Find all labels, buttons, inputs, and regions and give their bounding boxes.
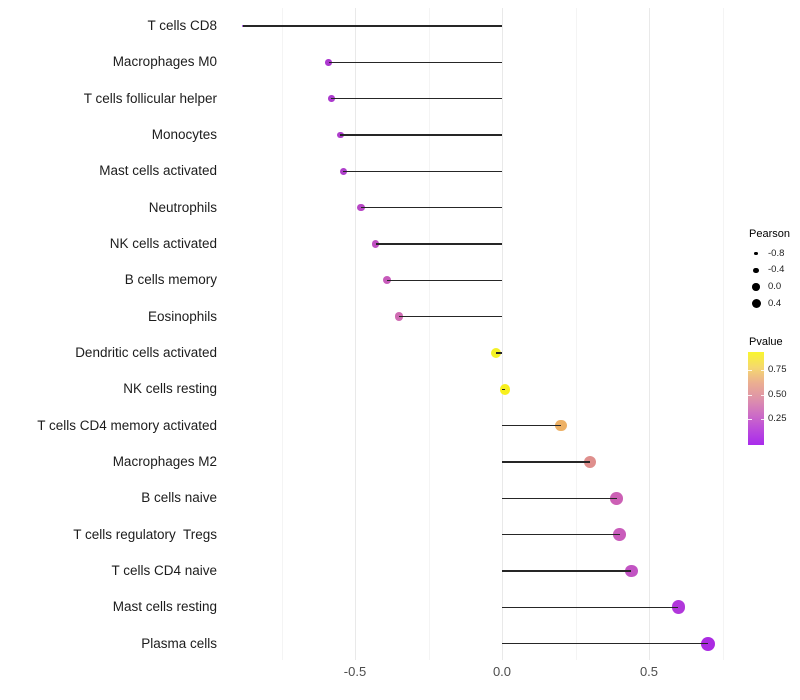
y-axis-label: NK cells resting	[123, 381, 217, 397]
y-axis-label: NK cells activated	[109, 235, 217, 251]
x-axis-tick-label: 0.5	[639, 664, 659, 679]
y-axis-label: Monocytes	[151, 126, 217, 142]
pearson-legend-title: Pearson	[749, 228, 790, 240]
row-segment	[502, 642, 708, 645]
y-axis-label: T cells CD8	[147, 18, 217, 33]
row-dot	[339, 167, 347, 175]
gridline-major	[355, 8, 356, 660]
row-segment	[502, 388, 505, 390]
pearson-legend-dot	[754, 251, 758, 256]
row-segment	[343, 170, 502, 172]
pearson-legend-label: -0.8	[768, 247, 785, 259]
row-segment	[502, 533, 620, 536]
y-axis-label: Macrophages M2	[112, 453, 217, 469]
row-dot	[394, 312, 404, 321]
gridline-minor	[575, 8, 577, 660]
y-axis-label: Eosinophils	[147, 308, 217, 324]
colorbar-tick	[748, 394, 752, 396]
pearson-legend-dot	[751, 299, 761, 309]
row-segment	[399, 315, 502, 318]
pvalue-legend-label: 0.50	[768, 388, 787, 400]
y-axis-label: Mast cells activated	[99, 163, 217, 179]
gridline-minor	[281, 8, 283, 660]
plot-panel	[220, 8, 737, 660]
row-segment	[360, 206, 502, 209]
gridline-minor	[428, 8, 430, 660]
pearson-legend-label: -0.4	[768, 264, 785, 276]
row-dot	[371, 240, 380, 248]
row-segment	[502, 570, 632, 572]
pvalue-legend-label: 0.75	[768, 364, 787, 375]
row-segment	[502, 606, 679, 608]
y-axis-label: Plasma cells	[141, 635, 217, 651]
pvalue-colorbar	[748, 352, 764, 445]
pearson-legend-dot	[753, 267, 759, 274]
gridline-major	[649, 8, 650, 660]
row-segment	[496, 352, 502, 354]
colorbar-tick	[760, 394, 764, 396]
y-axis-label: Neutrophils	[148, 199, 217, 215]
x-axis-tick-label: 0.0	[492, 664, 512, 679]
y-axis-label: B cells naive	[141, 490, 217, 506]
row-segment	[331, 97, 502, 100]
row-segment	[328, 61, 502, 64]
row-dot	[671, 600, 686, 615]
y-axis-label: Mast cells resting	[112, 599, 217, 615]
row-segment	[340, 134, 502, 136]
colorbar-tick	[748, 419, 752, 420]
gridline-minor	[722, 8, 724, 660]
y-axis-label: T cells CD4 naive	[111, 562, 217, 578]
y-axis-label: T cells CD4 memory activated	[37, 417, 217, 433]
x-axis-tick-label: -0.5	[343, 664, 367, 679]
row-dot	[584, 455, 597, 469]
row-segment	[502, 497, 617, 499]
y-axis-label: T cells follicular helper	[83, 90, 217, 106]
row-segment	[502, 461, 591, 463]
y-axis-label: T cells regulatory Tregs	[73, 526, 217, 542]
row-dot	[357, 203, 365, 212]
pearson-legend-label: 0.0	[768, 281, 782, 293]
pearson-legend-label: 0.4	[768, 297, 782, 309]
y-axis-label: B cells memory	[124, 272, 217, 288]
pearson-legend-dot	[752, 283, 760, 291]
row-dot	[336, 131, 344, 139]
row-segment	[387, 279, 502, 281]
gridline-major	[502, 8, 503, 660]
y-axis-label: Macrophages M0	[112, 54, 217, 70]
colorbar-tick	[760, 419, 764, 420]
row-dot	[499, 383, 511, 395]
row-segment	[375, 243, 502, 245]
row-segment	[502, 424, 561, 427]
row-segment	[243, 25, 502, 27]
y-axis-label: Dendritic cells activated	[75, 344, 217, 360]
colorbar-tick	[760, 370, 764, 371]
pvalue-legend-title: Pvalue	[749, 336, 783, 348]
pvalue-legend-label: 0.25	[768, 413, 787, 424]
colorbar-tick	[748, 370, 752, 371]
